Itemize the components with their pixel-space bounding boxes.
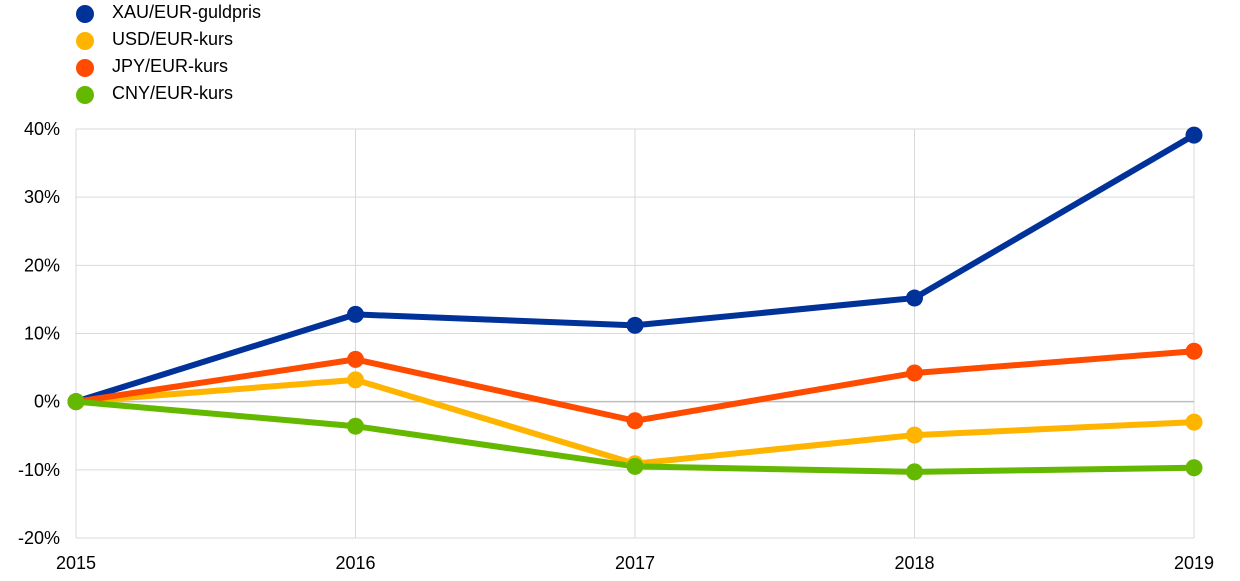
data-point-s3-2 <box>626 457 644 475</box>
legend-marker-jpy <box>76 59 94 77</box>
data-point-s2-4 <box>1185 342 1203 360</box>
y-tick-label-0: -20% <box>18 528 60 548</box>
x-tick-label-0: 2015 <box>56 553 96 573</box>
x-tick-label-1: 2016 <box>335 553 375 573</box>
legend-marker-cny <box>76 86 94 104</box>
x-tick-label-4: 2019 <box>1174 553 1214 573</box>
data-point-s0-4 <box>1185 126 1203 144</box>
data-point-s0-2 <box>626 316 644 334</box>
data-point-s3-0 <box>67 393 85 411</box>
legend-marker-xau <box>76 5 94 23</box>
y-tick-label-2: 0% <box>34 392 60 412</box>
y-tick-label-6: 40% <box>24 119 60 139</box>
legend-label-jpy: JPY/EUR-kurs <box>112 56 229 76</box>
legend-label-usd: USD/EUR-kurs <box>112 29 234 49</box>
data-point-s1-1 <box>347 371 364 389</box>
data-point-s3-3 <box>906 463 923 481</box>
legend-label-cny: CNY/EUR-kurs <box>112 83 234 103</box>
data-point-s1-3 <box>906 426 923 444</box>
data-point-s2-2 <box>626 412 644 430</box>
legend-marker-usd <box>76 32 94 50</box>
data-point-s2-3 <box>906 364 923 382</box>
x-tick-label-2: 2017 <box>615 553 655 573</box>
data-point-s2-1 <box>347 350 364 368</box>
y-tick-label-5: 30% <box>24 187 60 207</box>
data-point-s0-1 <box>347 305 364 323</box>
x-tick-label-3: 2018 <box>894 553 934 573</box>
y-tick-label-1: -10% <box>18 460 60 480</box>
data-point-s3-1 <box>347 417 364 435</box>
legend-label-xau: XAU/EUR-guldpris <box>112 2 262 22</box>
y-tick-label-4: 20% <box>24 255 60 275</box>
data-point-s0-3 <box>906 289 923 307</box>
y-tick-label-3: 10% <box>24 324 60 344</box>
data-point-s1-4 <box>1185 413 1203 431</box>
data-point-s3-4 <box>1185 459 1203 477</box>
